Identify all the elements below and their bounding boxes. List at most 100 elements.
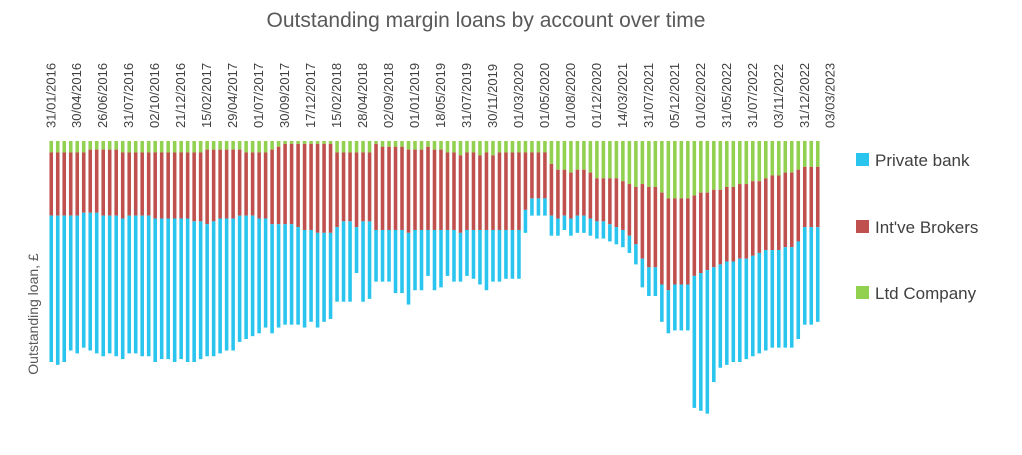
bar-segment-private-bank: [192, 221, 196, 362]
bar-segment-int-ve-brokers: [250, 152, 255, 216]
bar-segment-int-ve-brokers: [666, 198, 671, 291]
bar-segment-ltd-company: [270, 141, 274, 150]
bar-segment-int-ve-brokers: [244, 152, 248, 216]
bar-segment-int-ve-brokers: [679, 198, 684, 285]
bar-segment-ltd-company: [770, 141, 775, 176]
bar-segment-private-bank: [699, 273, 703, 411]
bar-segment-ltd-company: [120, 141, 125, 153]
bar-segment-int-ve-brokers: [146, 152, 151, 216]
bar-segment-ltd-company: [712, 141, 716, 190]
bar-segment-private-bank: [146, 215, 151, 357]
bar-segment-int-ve-brokers: [471, 152, 476, 230]
bar-segment-ltd-company: [621, 141, 625, 182]
bar-segment-private-bank: [49, 215, 54, 362]
bar-segment-int-ve-brokers: [393, 146, 398, 230]
bar-segment-ltd-company: [140, 141, 144, 153]
legend-label-ltd-company: Ltd Company: [875, 284, 977, 303]
bar-segment-ltd-company: [166, 141, 170, 153]
bar-segment-ltd-company: [263, 141, 268, 153]
bar-segment-private-bank: [445, 229, 450, 276]
bar-segment-int-ve-brokers: [68, 152, 73, 216]
bar-segment-private-bank: [140, 215, 144, 357]
bar-segment-ltd-company: [458, 141, 463, 156]
bar-segment-int-ve-brokers: [179, 152, 183, 219]
bar-segment-private-bank: [653, 267, 658, 296]
bar-segment-private-bank: [627, 235, 632, 253]
bar-segment-ltd-company: [367, 141, 372, 153]
bar-segment-ltd-company: [647, 141, 651, 187]
bar-segment-int-ve-brokers: [257, 152, 261, 219]
bar-segment-private-bank: [419, 229, 424, 291]
x-tick-label: 03/03/2023: [823, 63, 838, 128]
bar-segment-int-ve-brokers: [341, 152, 346, 222]
bar-segment-int-ve-brokers: [192, 152, 196, 222]
bar-segment-private-bank: [751, 255, 755, 357]
bar-segment-ltd-company: [660, 141, 664, 193]
bar-segment-private-bank: [211, 221, 216, 357]
bar-segment-int-ve-brokers: [497, 152, 502, 230]
bar-segment-private-bank: [218, 218, 222, 354]
bar-segment-private-bank: [673, 284, 677, 331]
bar-segment-private-bank: [348, 221, 352, 302]
bar-segment-private-bank: [686, 284, 690, 331]
bar-segment-int-ve-brokers: [562, 169, 567, 216]
x-tick-label: 15/02/2017: [199, 63, 214, 128]
bar-segment-ltd-company: [699, 141, 703, 193]
bar-segment-ltd-company: [575, 141, 580, 170]
x-tick-label: 28/04/2018: [355, 63, 370, 128]
bar-segment-int-ve-brokers: [614, 178, 619, 228]
bar-segment-private-bank: [556, 218, 560, 236]
x-tick-label: 31/07/2021: [641, 63, 656, 128]
bar-segment-ltd-company: [211, 141, 216, 150]
bar-segment-ltd-company: [536, 141, 541, 153]
bar-segment-private-bank: [647, 267, 651, 296]
bar-segment-ltd-company: [81, 141, 86, 153]
bar-segment-private-bank: [497, 229, 502, 282]
bar-segment-int-ve-brokers: [289, 143, 294, 225]
bar-segment-int-ve-brokers: [647, 186, 651, 268]
bar-segment-ltd-company: [257, 141, 261, 153]
bar-segment-int-ve-brokers: [517, 152, 521, 230]
bar-segment-ltd-company: [789, 141, 794, 173]
bar-segment-ltd-company: [679, 141, 684, 199]
bar-segment-ltd-company: [686, 141, 690, 199]
bar-segment-ltd-company: [465, 141, 469, 153]
bar-segment-int-ve-brokers: [776, 175, 781, 251]
legend-swatch-intve-brokers: [856, 220, 869, 233]
bar-segment-ltd-company: [757, 141, 762, 182]
legend-swatch-private-bank: [856, 153, 869, 166]
bar-segment-ltd-company: [738, 141, 742, 185]
bar-segment-private-bank: [315, 232, 320, 328]
bar-segment-ltd-company: [244, 141, 248, 153]
x-tick-label: 31/12/2022: [797, 63, 812, 128]
bar-segment-private-bank: [380, 229, 385, 282]
bar-segment-private-bank: [413, 229, 417, 291]
bar-segment-int-ve-brokers: [75, 152, 80, 216]
bar-segment-ltd-company: [504, 141, 508, 153]
bar-segment-int-ve-brokers: [705, 192, 710, 271]
x-tick-label: 02/09/2018: [381, 63, 396, 128]
bar-segment-private-bank: [815, 227, 820, 322]
x-tick-label: 26/06/2016: [95, 63, 110, 128]
bar-segment-int-ve-brokers: [263, 152, 268, 219]
bar-segment-ltd-company: [517, 141, 521, 153]
bar-segment-ltd-company: [114, 141, 118, 150]
legend-label-private-bank: Private bank: [875, 151, 970, 170]
bar-segment-ltd-company: [133, 141, 138, 153]
bar-segment-ltd-company: [484, 141, 489, 153]
bar-segment-ltd-company: [497, 141, 502, 153]
bar-segment-int-ve-brokers: [120, 152, 125, 219]
bar-segment-private-bank: [432, 229, 437, 291]
bar-segment-ltd-company: [588, 141, 593, 173]
bar-segment-ltd-company: [725, 141, 729, 187]
bar-segment-private-bank: [88, 212, 93, 351]
bar-segment-private-bank: [354, 227, 359, 274]
bar-segment-int-ve-brokers: [809, 166, 814, 228]
bar-segment-ltd-company: [179, 141, 183, 153]
bar-segment-ltd-company: [302, 141, 307, 144]
legend: Private bank Int've Brokers Ltd Company: [856, 151, 978, 303]
bar-segment-ltd-company: [387, 141, 391, 147]
bar-segment-int-ve-brokers: [815, 166, 820, 228]
bar-segment-int-ve-brokers: [198, 152, 203, 222]
bar-segment-int-ve-brokers: [738, 184, 742, 259]
